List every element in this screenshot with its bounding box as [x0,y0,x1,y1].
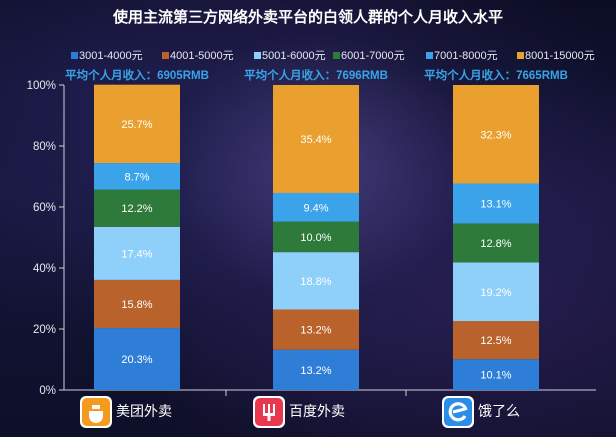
bar-segment [94,189,180,227]
y-tick-label: 60% [33,202,56,214]
y-tick-label: 40% [33,263,56,275]
legend: 3001-4000元 4001-5000元 5001-6000元 6001-7000元… [71,50,595,62]
average-income-label: 平均个人月收入：6905RMB [65,68,209,82]
bar-segment [273,349,359,390]
bar-segment [453,183,539,224]
bar-segment [94,279,180,329]
baidu-waimai-icon [253,396,285,428]
bar-segment [453,321,539,360]
bar-stack: 10.1% 12.5% 19.2% 12.8% 13.1% 32.3% [453,85,539,390]
legend-label: 5001-6000元 [262,50,326,62]
bar-segment [273,252,359,310]
segment-value-label: 15.8% [121,299,152,311]
segment-value-label: 10.1% [480,370,511,382]
stacked-bars: 20.3%15.8%17.4%12.2%8.7%25.7%13.2%13.2%1… [94,84,539,390]
segment-value-label: 18.8% [300,276,331,288]
y-tick-label: 100% [27,80,56,92]
segment-value-label: 8.7% [124,171,149,183]
average-income-label: 平均个人月收入：7665RMB [424,68,568,82]
legend-label: 8001-15000元 [525,50,595,62]
segment-value-label: 10.0% [300,232,331,244]
legend-swatch [254,52,261,59]
segment-value-label: 13.1% [480,198,511,210]
bar-segment [273,221,359,253]
y-tick-label: 20% [33,324,56,336]
y-tick-label: 80% [33,141,56,153]
segment-value-label: 35.4% [300,134,331,146]
bar-segment [273,309,359,350]
bar-segment [273,85,359,193]
category-3[interactable]: 饿了么 [442,396,520,428]
eleme-icon [442,396,474,428]
legend-label: 3001-4000元 [79,50,143,62]
legend-label: 4001-5000元 [170,50,234,62]
legend-swatch [426,52,433,59]
category-2[interactable]: 百度外卖 [253,396,345,428]
legend-swatch [517,52,524,59]
segment-value-label: 20.3% [121,354,152,366]
segment-value-label: 13.2% [300,365,331,377]
category-label: 美团外卖 [116,403,172,419]
bar-segment [453,85,539,184]
legend-item[interactable]: 3001-4000元 [71,50,143,62]
segment-value-label: 25.7% [121,119,152,131]
category-label: 百度外卖 [289,403,345,419]
legend-item[interactable]: 7001-8000元 [426,50,498,62]
bar-segment [453,262,539,322]
bar-stack: 20.3% 15.8% 17.4% 12.2% 8.7% 25.7% [94,84,180,390]
segment-value-label: 12.8% [480,238,511,250]
segment-value-label: 19.2% [480,287,511,299]
bar-segment [94,328,180,390]
bar-segment [273,192,359,222]
bar-segment [94,226,180,280]
bar-segment [94,84,180,164]
category-label: 饿了么 [478,403,520,419]
bar-stack: 13.2% 13.2% 18.8% 10.0% 9.4% 35.4% [273,85,359,390]
meituan-waimai-icon [80,396,112,428]
chart-title: 使用主流第三方网络外卖平台的白领人群的个人月收入水平 [112,8,503,26]
legend-item[interactable]: 5001-6000元 [254,50,326,62]
segment-value-label: 32.3% [480,129,511,141]
segment-value-label: 12.5% [480,335,511,347]
legend-item[interactable]: 8001-15000元 [517,50,595,62]
legend-swatch [162,52,169,59]
segment-value-label: 13.2% [300,325,331,337]
category-1[interactable]: 美团外卖 [80,396,172,428]
legend-item[interactable]: 6001-7000元 [333,50,405,62]
legend-swatch [71,52,78,59]
legend-label: 6001-7000元 [341,50,405,62]
y-tick-label: 0% [39,385,56,397]
bar-segment [453,359,539,390]
bar-segment [453,223,539,263]
average-income-label: 平均个人月收入：7696RMB [244,68,388,82]
category-labels: 美团外卖 百度外卖 饿了么 [80,396,520,428]
segment-value-label: 12.2% [121,203,152,215]
legend-label: 7001-8000元 [434,50,498,62]
legend-item[interactable]: 4001-5000元 [162,50,234,62]
segment-value-label: 17.4% [121,248,152,260]
bar-segment [94,163,180,190]
segment-value-label: 9.4% [303,202,328,214]
legend-swatch [333,52,340,59]
average-income-labels: 平均个人月收入：6905RMB 平均个人月收入：7696RMB 平均个人月收入：76… [65,68,568,82]
